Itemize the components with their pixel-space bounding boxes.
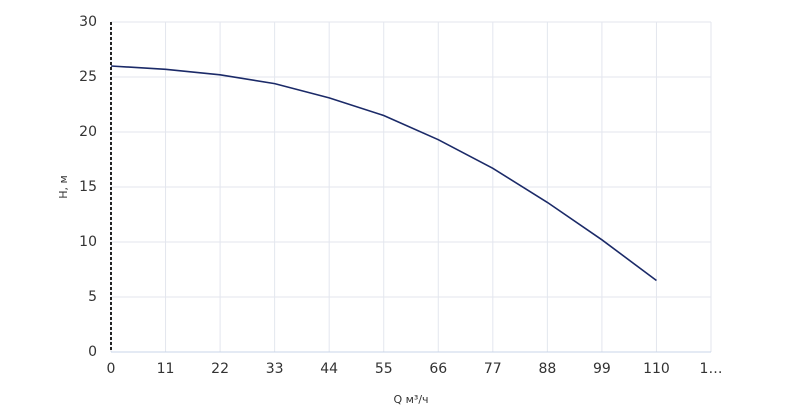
- x-tick-label: 33: [266, 361, 284, 377]
- x-tick-label: 44: [320, 361, 338, 377]
- y-tick-label: 5: [88, 289, 97, 305]
- x-tick-label: 1…: [700, 361, 723, 377]
- x-tick-label: 88: [538, 361, 556, 377]
- y-tick-label: 15: [79, 179, 97, 195]
- y-tick-label: 10: [79, 234, 97, 250]
- x-tick-label: 55: [375, 361, 393, 377]
- data-line: [110, 65, 657, 282]
- x-tick-label: 110: [643, 361, 670, 377]
- x-tick-label: 99: [593, 361, 611, 377]
- y-tick-label: 30: [79, 14, 97, 30]
- y-tick-label: 0: [88, 344, 97, 360]
- x-tick-label: 77: [484, 361, 502, 377]
- y-tick-label: 25: [79, 69, 97, 85]
- x-tick-label: 66: [429, 361, 447, 377]
- y-axis-label: H, м: [57, 175, 70, 199]
- x-axis-label: Q м³/ч: [393, 393, 428, 406]
- x-tick-label: 11: [157, 361, 175, 377]
- y-tick-label: 20: [79, 124, 97, 140]
- x-tick-label: 22: [211, 361, 229, 377]
- x-tick-label: 0: [107, 361, 116, 377]
